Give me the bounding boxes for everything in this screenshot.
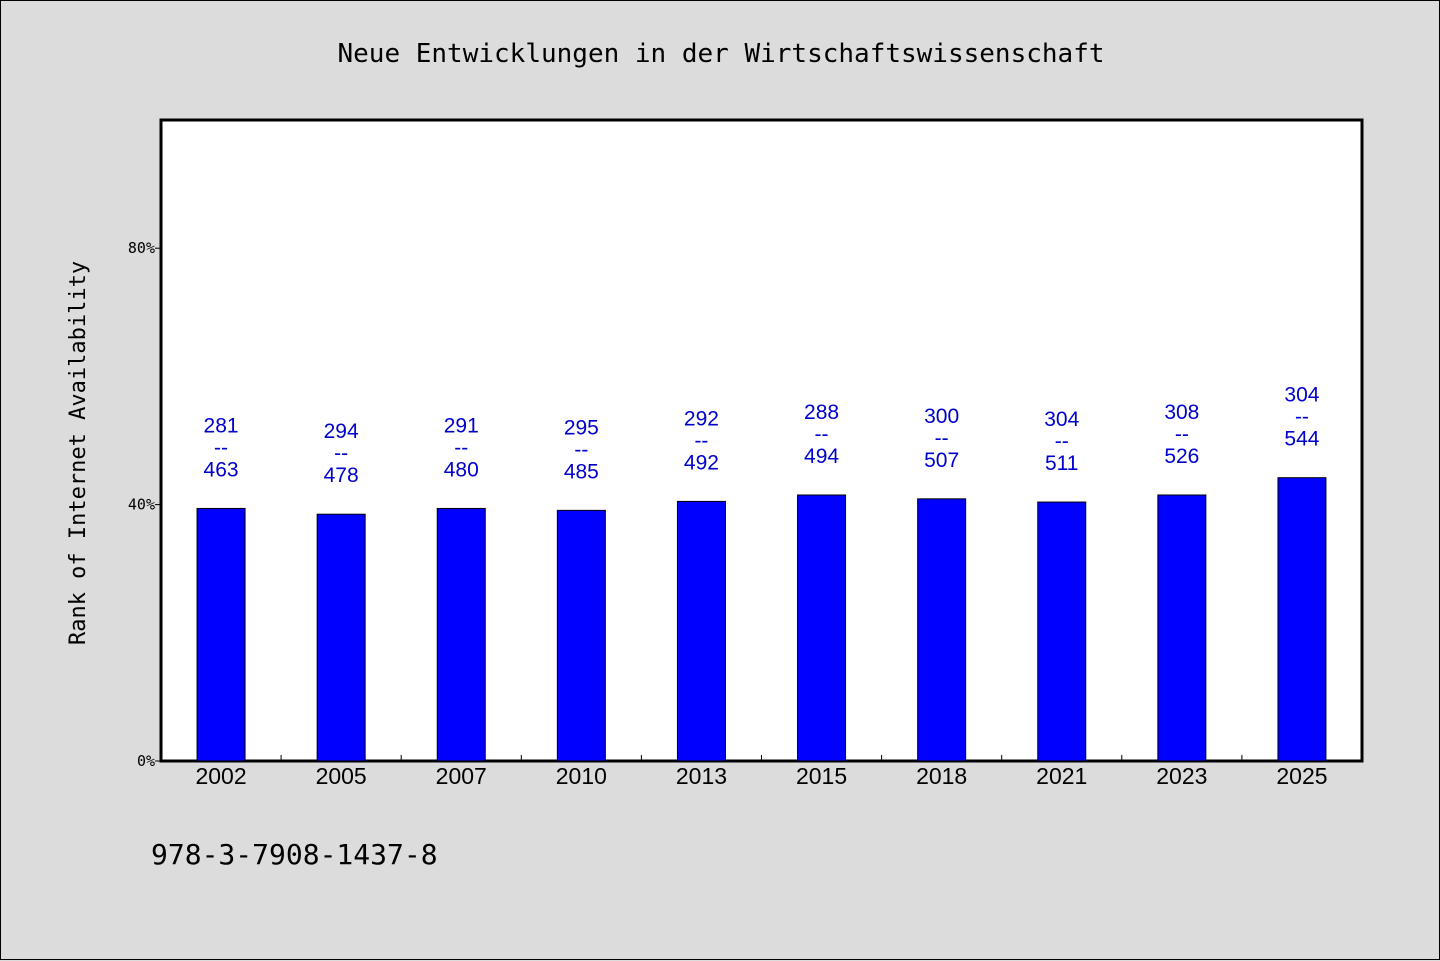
x-tick-label: 2002 bbox=[195, 763, 246, 789]
bar-label-separator: -- bbox=[214, 436, 228, 459]
bar-label-bottom: 507 bbox=[924, 449, 959, 472]
bar bbox=[196, 507, 246, 762]
x-tick-label: 2018 bbox=[916, 763, 967, 789]
bar-label-bottom: 485 bbox=[564, 460, 599, 483]
x-tick-label: 2021 bbox=[1036, 763, 1087, 789]
bar-label-top: 281 bbox=[204, 414, 239, 437]
x-tick-label: 2010 bbox=[556, 763, 607, 789]
bar-label-bottom: 494 bbox=[804, 445, 839, 468]
bar-label-top: 300 bbox=[924, 405, 959, 428]
x-tick-label: 2013 bbox=[676, 763, 727, 789]
bar-label-bottom: 463 bbox=[204, 458, 239, 481]
bar-label-top: 304 bbox=[1284, 384, 1319, 407]
bar bbox=[676, 500, 726, 762]
bar-label-top: 295 bbox=[564, 416, 599, 439]
bar-label-bottom: 492 bbox=[684, 451, 719, 474]
bar-label-top: 294 bbox=[324, 420, 359, 443]
y-axis-label: Rank of Internet Availability bbox=[66, 261, 91, 645]
bar bbox=[1037, 501, 1087, 762]
chart-title: Neue Entwicklungen in der Wirtschaftswis… bbox=[337, 39, 1104, 69]
bar-label-bottom: 544 bbox=[1284, 428, 1319, 451]
bar-series bbox=[196, 477, 1327, 762]
bar-label-top: 308 bbox=[1164, 401, 1199, 424]
bar-label-top: 292 bbox=[684, 407, 719, 430]
y-tick-label: 80% bbox=[128, 239, 155, 257]
bar-label-separator: -- bbox=[935, 427, 949, 450]
bar-label-separator: -- bbox=[574, 438, 588, 461]
bar-label-bottom: 478 bbox=[324, 464, 359, 487]
x-tick-label: 2025 bbox=[1276, 763, 1327, 789]
bar-labels: 463--281478--294480--291485--295492--292… bbox=[204, 384, 1320, 488]
bar-label-bottom: 511 bbox=[1045, 452, 1078, 475]
x-axis-ticks: 2002 2005 2007 2010 2013 2015 2018 2021 2023 2025 bbox=[195, 755, 1328, 789]
bar bbox=[797, 494, 847, 762]
bar bbox=[1277, 477, 1327, 762]
bar-label-separator: -- bbox=[454, 436, 468, 459]
bar bbox=[1157, 494, 1207, 762]
bar-label-top: 304 bbox=[1044, 408, 1079, 431]
x-tick-label: 2007 bbox=[436, 763, 487, 789]
x-tick-label: 2023 bbox=[1156, 763, 1207, 789]
bar-label-separator: -- bbox=[694, 429, 708, 452]
bar bbox=[917, 498, 967, 762]
bar-label-separator: -- bbox=[1055, 430, 1069, 453]
bar-label-separator: -- bbox=[1175, 423, 1189, 446]
y-axis-ticks: 0% 40% 80% bbox=[128, 239, 161, 770]
bar-label-separator: -- bbox=[334, 442, 348, 465]
bar bbox=[436, 507, 486, 762]
bar-label-separator: -- bbox=[1295, 406, 1309, 429]
x-tick-label: 2015 bbox=[796, 763, 847, 789]
bar-label-bottom: 526 bbox=[1164, 445, 1199, 468]
bar-label-top: 291 bbox=[444, 414, 479, 437]
isbn-footer: 978-3-7908-1437-8 bbox=[151, 838, 438, 871]
bar bbox=[316, 513, 366, 762]
y-tick-label: 40% bbox=[128, 496, 155, 514]
y-tick-label: 0% bbox=[137, 752, 155, 770]
bar-label-top: 288 bbox=[804, 401, 839, 424]
x-tick-label: 2005 bbox=[316, 763, 367, 789]
bar-label-bottom: 480 bbox=[444, 458, 479, 481]
bar bbox=[556, 509, 606, 762]
bar-label-separator: -- bbox=[815, 423, 829, 446]
